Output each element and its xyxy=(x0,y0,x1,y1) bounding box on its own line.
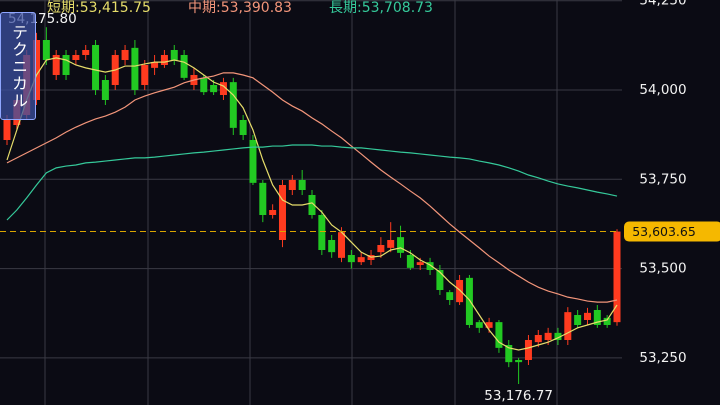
legend-entry: 短期:53,415.75 xyxy=(47,0,151,16)
candle-body xyxy=(92,45,100,90)
ma-line xyxy=(6,72,618,303)
candle-body xyxy=(347,255,355,263)
candle-body xyxy=(397,237,405,253)
legend-entry: 中期:53,390.83 xyxy=(188,0,292,16)
y-tick-label: 53,500 xyxy=(639,261,686,277)
candle-body xyxy=(121,50,129,60)
candle-body xyxy=(249,140,257,183)
candle-body xyxy=(564,312,572,340)
candle-body xyxy=(33,40,41,100)
candle-body xyxy=(278,185,286,240)
y-tick-label: 53,250 xyxy=(639,350,686,366)
candle-body xyxy=(416,262,424,265)
candle-body xyxy=(534,335,542,343)
candle-body xyxy=(308,195,316,215)
candle-body xyxy=(485,322,493,328)
candle-body xyxy=(269,210,277,215)
candle-body xyxy=(426,262,434,270)
candle-body xyxy=(62,55,70,75)
candle-body xyxy=(593,310,601,325)
candle-body xyxy=(259,182,267,215)
candle-body xyxy=(574,315,582,325)
last-price-tag xyxy=(624,221,720,242)
y-tick-label: 54,000 xyxy=(639,82,686,98)
candle-body xyxy=(82,50,90,55)
candle-body xyxy=(288,180,296,190)
candle-body xyxy=(495,322,503,348)
candle-body xyxy=(101,80,109,100)
candle-body xyxy=(475,322,483,328)
technical-button[interactable]: テクニカル xyxy=(0,12,36,120)
candle-body xyxy=(357,257,365,263)
y-tick-label: 53,750 xyxy=(639,171,686,187)
candle-body xyxy=(406,255,414,268)
candle-body xyxy=(436,270,444,290)
ma-line xyxy=(6,57,618,351)
last-price-label: 53,603.65 xyxy=(632,224,696,239)
candle-body xyxy=(229,82,237,128)
candle-body xyxy=(524,340,532,360)
candle-body xyxy=(52,55,60,75)
candle-body xyxy=(603,317,611,325)
candle-body xyxy=(72,55,80,60)
candle-body xyxy=(328,240,336,253)
candle-body xyxy=(544,332,552,340)
candle-body xyxy=(465,277,473,325)
candle-body xyxy=(613,231,621,323)
candle-body xyxy=(239,120,247,135)
candle-body xyxy=(210,85,218,93)
candle-body xyxy=(377,245,385,253)
candle-body xyxy=(160,55,168,65)
candle-body xyxy=(42,40,50,60)
candle-body xyxy=(583,312,591,320)
candle-body xyxy=(338,232,346,258)
candle-body xyxy=(200,77,208,93)
candle-body xyxy=(170,50,178,60)
candle-body xyxy=(180,55,188,78)
candle-body xyxy=(219,82,227,95)
candle-body xyxy=(446,292,454,300)
legend-entry: 長期:53,708.73 xyxy=(329,0,433,16)
candle-body xyxy=(131,47,139,90)
ma-line xyxy=(6,144,618,221)
low-label: 53,176.77 xyxy=(484,388,553,404)
candle-body xyxy=(151,62,159,68)
candle-body xyxy=(505,345,513,363)
candle-body xyxy=(298,180,306,190)
candle-body xyxy=(141,65,149,85)
candle-body xyxy=(515,360,523,363)
candle-body xyxy=(318,215,326,250)
candle-body xyxy=(3,120,11,140)
candle-body xyxy=(456,280,464,303)
y-tick-label: 54,250 xyxy=(639,0,686,9)
candle-body xyxy=(387,240,395,248)
candle-body xyxy=(554,332,562,340)
